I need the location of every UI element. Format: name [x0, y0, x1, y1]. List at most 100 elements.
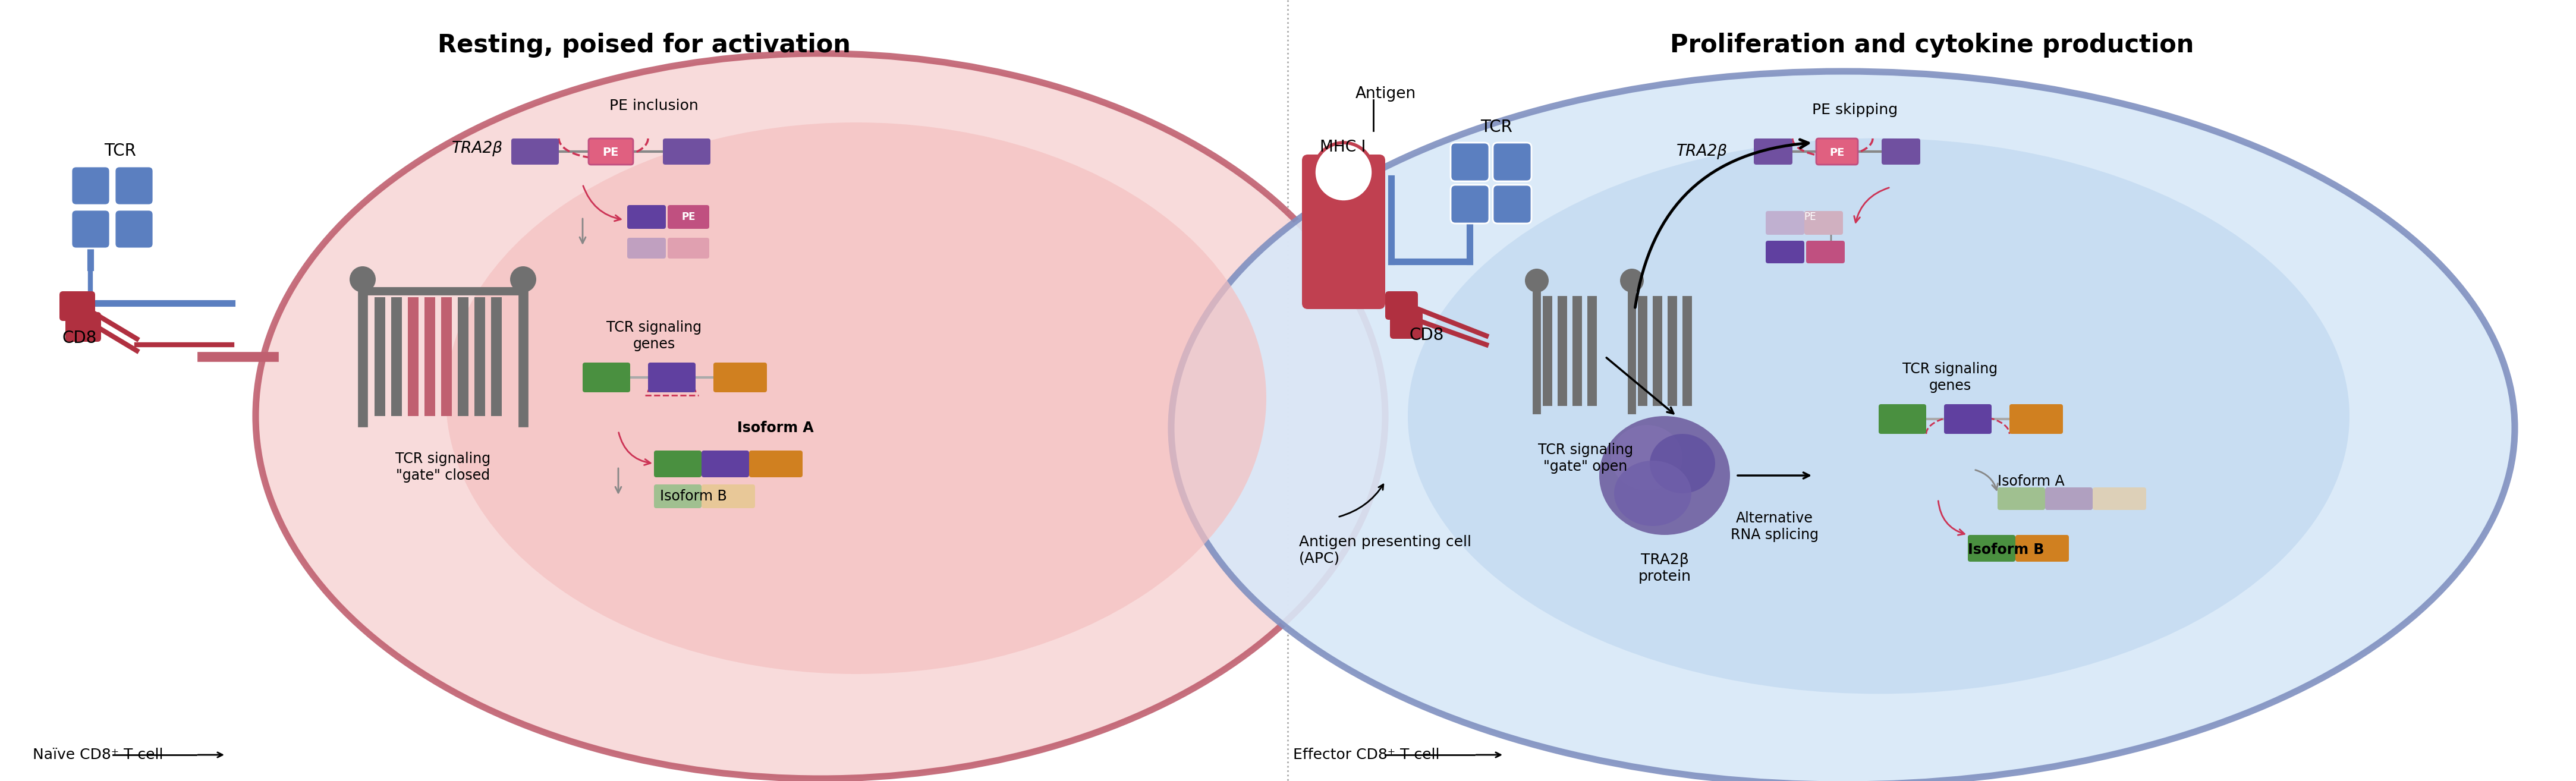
FancyBboxPatch shape [116, 166, 155, 205]
FancyBboxPatch shape [626, 205, 665, 229]
FancyBboxPatch shape [1803, 211, 1842, 235]
Bar [492, 298, 502, 416]
FancyBboxPatch shape [510, 138, 559, 165]
Text: Proliferation and cytokine production: Proliferation and cytokine production [1669, 33, 2195, 58]
Text: PE inclusion: PE inclusion [611, 98, 698, 113]
Text: TCR signaling
genes: TCR signaling genes [1904, 362, 1996, 393]
Text: TCR signaling
genes: TCR signaling genes [605, 320, 701, 351]
Text: TCR signaling
"gate" open: TCR signaling "gate" open [1538, 443, 1633, 473]
FancyBboxPatch shape [582, 362, 631, 392]
Ellipse shape [1610, 425, 1682, 490]
Text: CD8: CD8 [1409, 327, 1443, 344]
Ellipse shape [255, 53, 1386, 779]
Bar [407, 298, 417, 416]
Text: TRA2β: TRA2β [451, 141, 502, 156]
FancyBboxPatch shape [1754, 138, 1793, 165]
Ellipse shape [1649, 434, 1716, 494]
FancyBboxPatch shape [1816, 138, 1857, 165]
Text: Antigen: Antigen [1355, 86, 1417, 102]
Text: Isoform A: Isoform A [1996, 474, 2063, 489]
Text: Resting, poised for activation: Resting, poised for activation [438, 33, 850, 58]
Bar [1682, 296, 1692, 406]
FancyBboxPatch shape [667, 205, 708, 229]
FancyBboxPatch shape [750, 451, 804, 477]
FancyBboxPatch shape [654, 451, 701, 477]
FancyBboxPatch shape [64, 312, 100, 342]
Text: Isoform A: Isoform A [737, 421, 814, 435]
FancyBboxPatch shape [1494, 143, 1533, 181]
Text: Antigen presenting cell
(APC): Antigen presenting cell (APC) [1298, 535, 1471, 565]
Text: PE: PE [1829, 148, 1844, 158]
Text: Effector CD8⁺ T cell: Effector CD8⁺ T cell [1293, 747, 1440, 762]
Text: Alternative
RNA splicing: Alternative RNA splicing [1731, 511, 1819, 542]
FancyBboxPatch shape [1301, 155, 1386, 309]
Text: MHC I: MHC I [1319, 140, 1365, 155]
FancyBboxPatch shape [1878, 405, 1927, 434]
Bar [1558, 296, 1566, 406]
FancyBboxPatch shape [1386, 291, 1417, 319]
Text: PE: PE [603, 147, 618, 159]
FancyBboxPatch shape [1450, 143, 1489, 181]
FancyBboxPatch shape [1945, 405, 1991, 434]
Ellipse shape [1525, 269, 1548, 292]
Text: Isoform B: Isoform B [1968, 543, 2045, 557]
Text: Isoform B: Isoform B [659, 489, 726, 504]
Text: TCR: TCR [1481, 119, 1512, 136]
Bar [425, 298, 435, 416]
Text: PE skipping: PE skipping [1811, 103, 1899, 117]
Ellipse shape [446, 123, 1267, 674]
FancyBboxPatch shape [587, 138, 634, 165]
FancyBboxPatch shape [2092, 487, 2146, 510]
FancyBboxPatch shape [2014, 535, 2069, 562]
Bar [1638, 296, 1649, 406]
FancyBboxPatch shape [72, 166, 111, 205]
Ellipse shape [350, 266, 376, 292]
Text: TCR: TCR [103, 143, 137, 159]
Text: PE: PE [683, 212, 696, 223]
FancyBboxPatch shape [626, 237, 665, 259]
FancyBboxPatch shape [72, 210, 111, 248]
FancyBboxPatch shape [1880, 138, 1919, 165]
Bar [459, 298, 469, 416]
FancyBboxPatch shape [2045, 487, 2092, 510]
Bar [1654, 296, 1662, 406]
FancyBboxPatch shape [1806, 241, 1844, 263]
FancyBboxPatch shape [59, 291, 95, 321]
Bar [1571, 296, 1582, 406]
FancyBboxPatch shape [2009, 405, 2063, 434]
Text: CD8: CD8 [62, 330, 98, 347]
Bar [374, 298, 386, 416]
FancyBboxPatch shape [654, 484, 701, 508]
Ellipse shape [1600, 416, 1731, 535]
Bar [392, 298, 402, 416]
Ellipse shape [510, 266, 536, 292]
Text: TRA2β
protein: TRA2β protein [1638, 553, 1690, 583]
FancyBboxPatch shape [667, 237, 708, 259]
Text: PE: PE [1803, 212, 1816, 223]
Ellipse shape [1409, 138, 2349, 694]
Bar [1587, 296, 1597, 406]
FancyBboxPatch shape [649, 362, 696, 392]
FancyBboxPatch shape [116, 210, 155, 248]
Bar [440, 298, 451, 416]
Text: TCR signaling
"gate" closed: TCR signaling "gate" closed [394, 451, 489, 483]
FancyBboxPatch shape [1450, 185, 1489, 223]
FancyBboxPatch shape [714, 362, 768, 392]
Text: Naïve CD8⁺ T cell: Naïve CD8⁺ T cell [33, 747, 162, 762]
Bar [1543, 296, 1553, 406]
FancyBboxPatch shape [1996, 487, 2045, 510]
FancyBboxPatch shape [1494, 185, 1533, 223]
FancyBboxPatch shape [1391, 310, 1422, 339]
Ellipse shape [1620, 269, 1643, 292]
FancyBboxPatch shape [1765, 211, 1803, 235]
FancyBboxPatch shape [701, 451, 750, 477]
Ellipse shape [1314, 143, 1373, 202]
FancyBboxPatch shape [1765, 241, 1803, 263]
FancyBboxPatch shape [701, 484, 755, 508]
Text: TRA2β: TRA2β [1677, 144, 1728, 159]
FancyBboxPatch shape [662, 138, 711, 165]
Bar [474, 298, 484, 416]
Ellipse shape [1615, 461, 1692, 526]
Bar [1667, 296, 1677, 406]
FancyBboxPatch shape [1968, 535, 2014, 562]
